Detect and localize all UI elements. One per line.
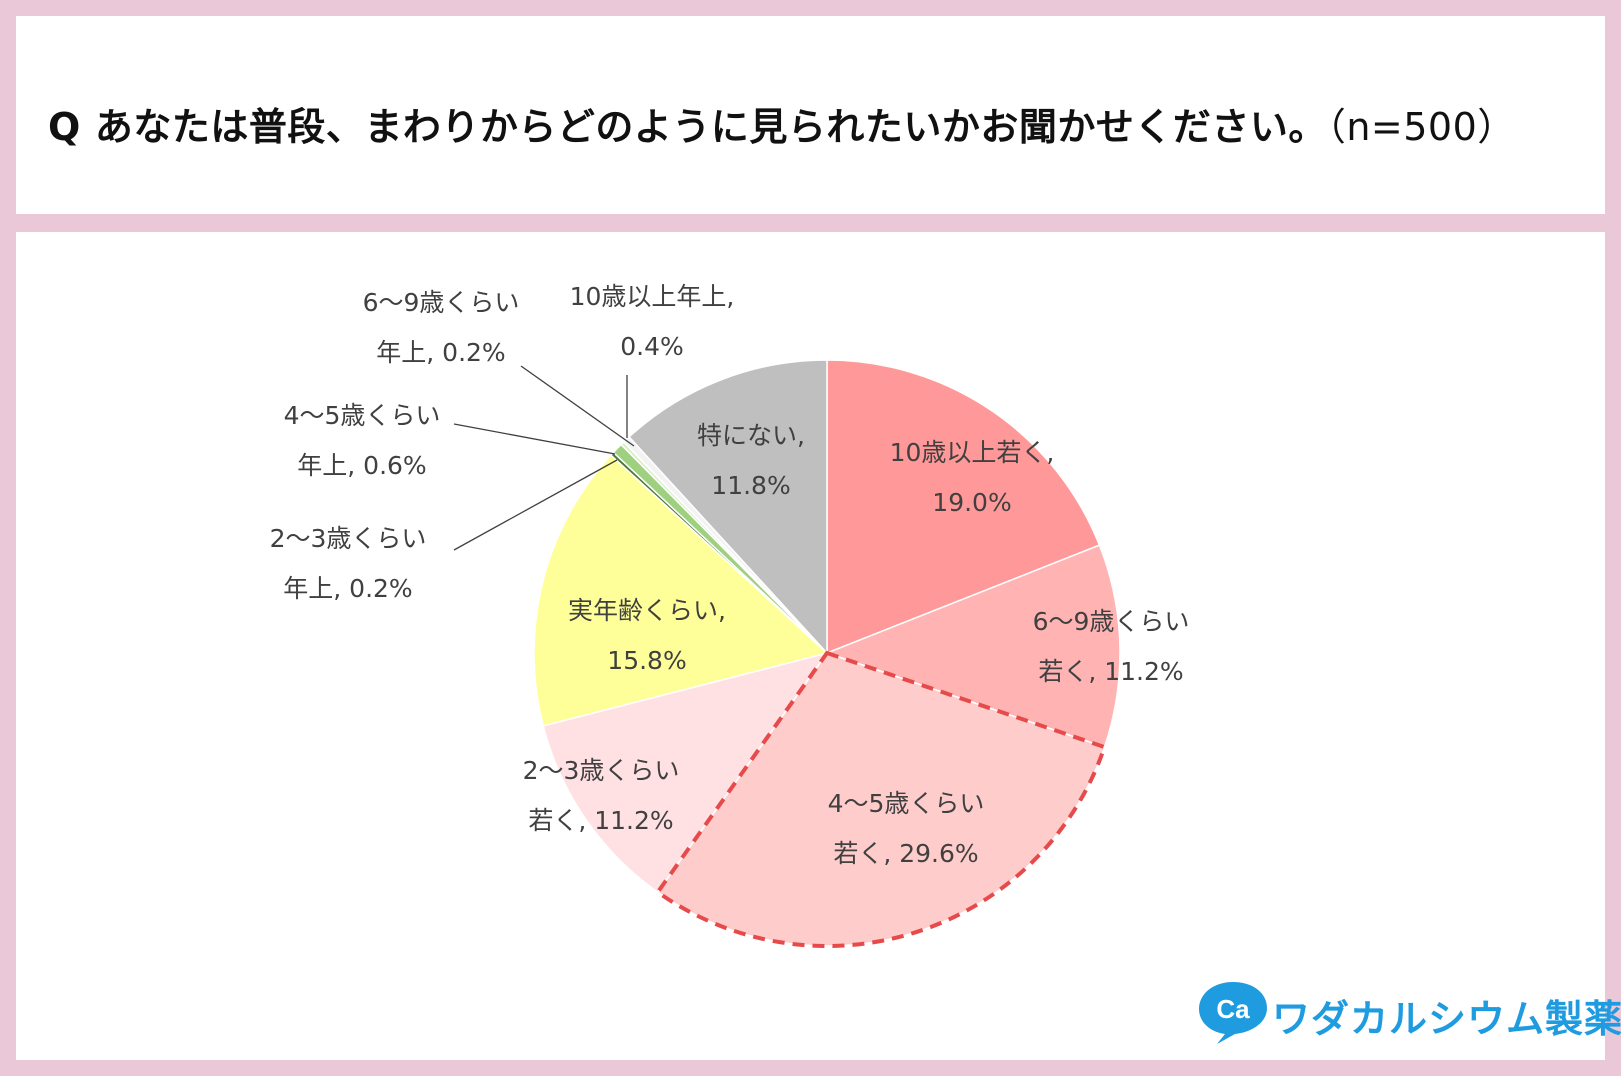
slice-label-line1: 2～3歳くらい xyxy=(269,524,427,553)
slice-label-6: 4～5歳くらい 年上, 0.6% xyxy=(284,391,441,491)
slice-label-line1: 4～5歳くらい xyxy=(283,401,441,430)
slice-label-8: 10歳以上年上, 0.4% xyxy=(570,272,735,372)
title-panel: Q あなたは普段、まわりからどのように見られたいかお聞かせください。（n=500） xyxy=(16,16,1605,214)
question-text: あなたは普段、まわりからどのように見られたいかお聞かせください。 xyxy=(94,105,1327,149)
chart-title: Q あなたは普段、まわりからどのように見られたいかお聞かせください。（n=500） xyxy=(48,96,1516,151)
slice-label-0: 10歳以上若く, 19.0% xyxy=(890,428,1055,528)
slice-label-9: 特にない, 11.8% xyxy=(697,411,805,511)
leader-line-7 xyxy=(520,365,635,447)
slice-label-line2: 年上, 0.2% xyxy=(376,338,506,367)
slice-label-line1: 10歳以上年上, xyxy=(569,282,735,311)
slice-label-line2: 15.8% xyxy=(607,646,687,675)
pie-slice-1 xyxy=(824,544,1121,748)
pie-slice-0 xyxy=(826,359,1101,655)
pie-slice-3 xyxy=(542,651,829,894)
slice-label-2: 4～5歳くらい 若く, 29.6% xyxy=(828,779,985,879)
slice-label-3: 2～3歳くらい 若く, 11.2% xyxy=(523,746,680,846)
logo-text: ワダカルシウム製薬 xyxy=(1272,997,1621,1041)
slice-label-line1: 10歳以上若く, xyxy=(889,438,1055,467)
slice-label-line1: 2～3歳くらい xyxy=(522,756,680,785)
slice-label-line2: 11.8% xyxy=(711,471,791,500)
slice-label-7: 6～9歳くらい 年上, 0.2% xyxy=(363,278,520,378)
leader-line-5 xyxy=(453,459,618,551)
slice-label-line1: 6～9歳くらい xyxy=(362,288,520,317)
wada-calcium-logo-icon: Ca xyxy=(1199,982,1267,1044)
slice-label-line2: 年上, 0.2% xyxy=(283,574,413,603)
sample-size: （n=500） xyxy=(1326,105,1516,149)
pie-slice-9 xyxy=(628,359,828,655)
pie-slice-4 xyxy=(533,454,829,727)
slice-label-5: 2～3歳くらい 年上, 0.2% xyxy=(270,514,427,614)
slice-label-line2: 若く, 29.6% xyxy=(833,839,979,868)
slice-label-line2: 0.4% xyxy=(620,332,684,361)
question-mark-label: Q xyxy=(48,105,81,149)
slice-label-line1: 特にない, xyxy=(697,421,805,450)
highlight-outline xyxy=(654,650,1108,948)
slice-label-line2: 19.0% xyxy=(932,488,1012,517)
slice-label-line1: 4～5歳くらい xyxy=(827,789,985,818)
slice-label-4: 実年齢くらい, 15.8% xyxy=(568,586,726,686)
slice-label-line1: 6～9歳くらい xyxy=(1032,607,1190,636)
logo-mark-text: Ca xyxy=(1216,994,1250,1024)
slice-label-line1: 実年齢くらい, xyxy=(568,596,726,625)
leader-line-6 xyxy=(453,423,616,455)
slice-label-line2: 若く, 11.2% xyxy=(528,806,674,835)
slice-label-line2: 年上, 0.6% xyxy=(297,451,427,480)
slice-label-line2: 若く, 11.2% xyxy=(1038,657,1184,686)
slice-label-1: 6～9歳くらい 若く, 11.2% xyxy=(1033,597,1190,697)
